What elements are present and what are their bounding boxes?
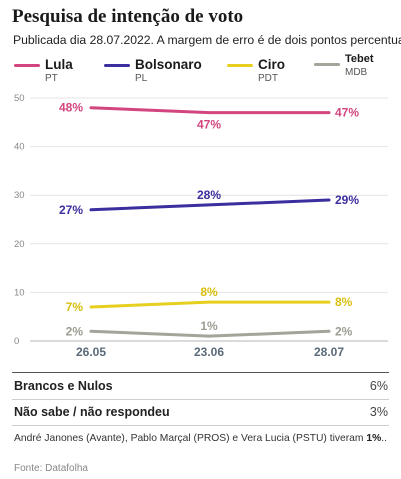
- y-tick-label-0: 0: [14, 336, 19, 347]
- data-label-tebet-1: 1%: [200, 319, 218, 333]
- data-label-lula-1: 47%: [197, 118, 221, 132]
- table-row-nao-sabe: Não sabe / não respondeu 3%: [14, 405, 388, 419]
- x-tick-label-23.06: 23.06: [194, 345, 224, 359]
- legend-name-lula: Lula: [45, 57, 73, 72]
- table-top-divider: [12, 372, 389, 373]
- table-divider: [12, 399, 389, 400]
- legend-swatch-ciro: [227, 64, 253, 67]
- legend-name-bolsonaro: Bolsonaro: [135, 57, 202, 72]
- footnote: André Janones (Avante), Pablo Marçal (PR…: [14, 433, 387, 444]
- chart-subtitle: Publicada dia 28.07.2022. A margem de er…: [13, 33, 401, 47]
- series-line-lula: [89, 106, 331, 115]
- legend-party-tebet: MDB: [345, 67, 368, 78]
- footnote-suffix: ..: [381, 433, 387, 444]
- source-credit: Fonte: Datafolha: [14, 463, 88, 474]
- table-row-value: 3%: [369, 405, 388, 419]
- legend-name-ciro: Ciro: [258, 57, 285, 72]
- data-label-tebet-0: 2%: [66, 324, 84, 338]
- legend-party-ciro: PDT: [258, 73, 278, 84]
- data-label-tebet-2: 2%: [335, 324, 353, 338]
- table-row-label: Brancos e Nulos: [14, 379, 113, 393]
- legend-swatch-lula: [14, 64, 40, 67]
- line-chart: 0 10 20 30 40 50 26.05 23.06 28.07 48% 47% 47% 27% 28…: [14, 93, 388, 359]
- legend-swatch-tebet: [314, 63, 340, 66]
- x-tick-label-28.07: 28.07: [314, 345, 344, 359]
- table-row-label: Não sabe / não respondeu: [14, 405, 170, 419]
- series-line-tebet: [89, 329, 331, 338]
- data-label-ciro-0: 7%: [66, 300, 84, 314]
- y-tick-label-30: 30: [14, 190, 25, 201]
- data-label-ciro-1: 8%: [200, 285, 218, 299]
- x-tick-label-26.05: 26.05: [76, 345, 106, 359]
- legend-party-lula: PT: [45, 73, 58, 84]
- table-row-brancos-nulos: Brancos e Nulos 6%: [14, 379, 388, 393]
- data-label-lula-2: 47%: [335, 106, 359, 120]
- y-tick-label-20: 20: [14, 239, 25, 250]
- legend-swatch-bolsonaro: [104, 64, 130, 67]
- legend-party-bolsonaro: PL: [135, 73, 148, 84]
- series-line-ciro: [89, 300, 331, 309]
- chart-title: Pesquisa de intenção de voto: [12, 6, 244, 27]
- y-tick-label-40: 40: [14, 142, 25, 153]
- table-bottom-divider: [12, 425, 389, 426]
- legend-name-tebet: Tebet: [345, 53, 374, 65]
- data-label-ciro-2: 8%: [335, 295, 353, 309]
- data-label-bolsonaro-1: 28%: [197, 188, 221, 202]
- series-line-bolsonaro: [89, 198, 331, 212]
- data-label-lula-0: 48%: [59, 101, 83, 115]
- table-row-value: 6%: [369, 379, 388, 393]
- y-tick-label-50: 50: [14, 93, 25, 104]
- data-label-bolsonaro-0: 27%: [59, 203, 83, 217]
- y-tick-label-10: 10: [14, 287, 25, 298]
- data-label-bolsonaro-2: 29%: [335, 193, 359, 207]
- footnote-text: André Janones (Avante), Pablo Marçal (PR…: [14, 433, 367, 444]
- footnote-value: 1%: [366, 433, 382, 444]
